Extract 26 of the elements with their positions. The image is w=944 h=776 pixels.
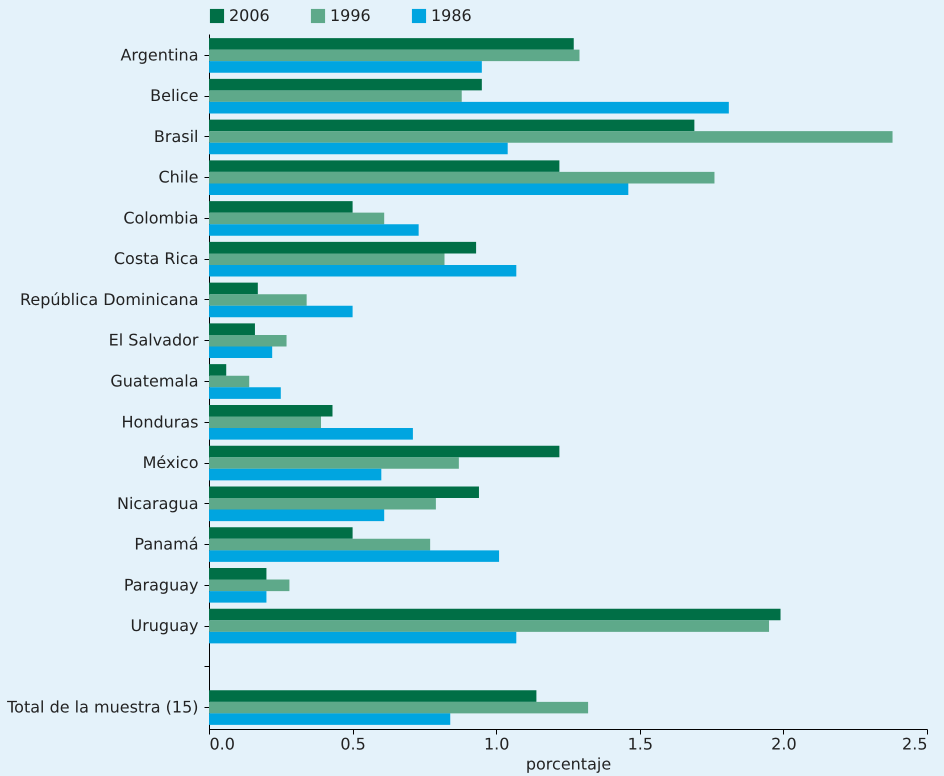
x-tick-label: 1.0	[484, 734, 510, 754]
y-tick-label: El Salvador	[108, 330, 199, 350]
y-tick-label: Costa Rica	[114, 249, 198, 268]
y-tick-label: Nicaragua	[117, 494, 198, 513]
y-tick-label: Belice	[150, 86, 198, 106]
y-tick-label: Uruguay	[130, 616, 198, 636]
y-tick-label: Colombia	[123, 208, 198, 228]
x-tick-label: 0.0	[210, 734, 235, 754]
y-tick-label: México	[142, 453, 198, 472]
x-tick-label: 1.5	[628, 734, 654, 754]
legend-label: 1986	[431, 6, 472, 25]
y-tick-label: Total de la muestra (15)	[6, 698, 198, 717]
y-tick-label: Guatemala	[110, 372, 198, 390]
y-tick-label: República Dominicana	[20, 290, 198, 309]
legend-label: 1996	[330, 6, 371, 25]
x-axis-title: porcentaje	[526, 754, 612, 774]
y-tick-label: Argentina	[120, 45, 198, 64]
x-tick-label: 0.5	[340, 734, 366, 754]
legend-label: 2006	[229, 6, 270, 25]
y-tick-label: Paraguay	[124, 575, 198, 594]
y-tick-label: Honduras	[122, 412, 198, 432]
x-tick-label: 2.5	[902, 734, 928, 754]
x-tick-label: 2.0	[771, 734, 797, 754]
y-tick-label: Chile	[158, 168, 198, 187]
y-tick-label: Brasil	[154, 126, 198, 146]
y-tick-label: Panamá	[134, 534, 198, 554]
